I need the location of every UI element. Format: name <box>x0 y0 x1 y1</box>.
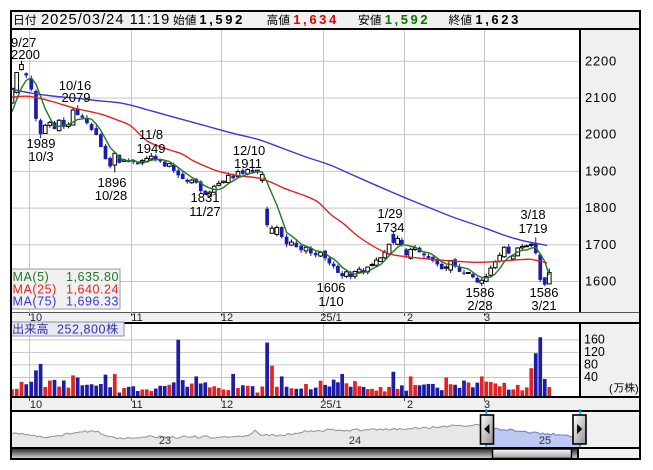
svg-text:1,635.80: 1,635.80 <box>66 270 119 284</box>
svg-text:12: 12 <box>221 312 233 324</box>
svg-text:23: 23 <box>159 435 171 447</box>
svg-text:2200: 2200 <box>585 53 617 68</box>
svg-text:2000: 2000 <box>585 127 617 142</box>
svg-text:1,634: 1,634 <box>293 12 339 27</box>
svg-text:1586: 1586 <box>466 285 495 300</box>
svg-text:3: 3 <box>484 399 490 411</box>
svg-text:1,640.24: 1,640.24 <box>66 283 119 297</box>
svg-text:2079: 2079 <box>62 90 91 105</box>
svg-text:1896: 1896 <box>98 175 127 190</box>
svg-text:1/29: 1/29 <box>377 206 402 221</box>
svg-text:25: 25 <box>539 435 551 447</box>
svg-text:1949: 1949 <box>137 141 166 156</box>
svg-text:1606: 1606 <box>317 280 346 295</box>
svg-text:1719: 1719 <box>519 221 548 236</box>
svg-text:): ) <box>635 383 639 395</box>
svg-text:1911: 1911 <box>234 156 262 171</box>
svg-text:1831: 1831 <box>191 190 220 205</box>
svg-text:3: 3 <box>484 312 490 324</box>
svg-text:2200: 2200 <box>11 47 40 62</box>
svg-text:1800: 1800 <box>585 200 617 215</box>
svg-text:12/10: 12/10 <box>233 143 266 158</box>
svg-text:(: ( <box>609 383 613 395</box>
svg-text:1/10: 1/10 <box>318 294 343 309</box>
svg-text:MA(25): MA(25) <box>13 283 57 297</box>
svg-text:1989: 1989 <box>27 136 56 151</box>
svg-text:10: 10 <box>30 312 42 324</box>
svg-text:1700: 1700 <box>585 237 617 252</box>
svg-text:252,800: 252,800 <box>57 322 106 336</box>
svg-text:2025/03/24 11:19: 2025/03/24 11:19 <box>41 12 170 28</box>
svg-text:10/28: 10/28 <box>95 188 128 203</box>
svg-text:25/1: 25/1 <box>320 399 341 411</box>
svg-text:2: 2 <box>407 312 413 324</box>
svg-text:11: 11 <box>131 312 142 324</box>
svg-text:12: 12 <box>221 399 233 411</box>
svg-text:10: 10 <box>30 399 42 411</box>
svg-text:3/18: 3/18 <box>520 207 545 222</box>
svg-text:11/8: 11/8 <box>139 127 163 142</box>
svg-text:9/27: 9/27 <box>11 35 36 50</box>
svg-text:24: 24 <box>349 435 361 447</box>
svg-text:1,623: 1,623 <box>475 12 521 27</box>
svg-text:40: 40 <box>584 370 598 384</box>
svg-text:2/28: 2/28 <box>467 298 492 313</box>
svg-text:11/27: 11/27 <box>189 204 221 219</box>
svg-text:MA(5): MA(5) <box>13 270 50 284</box>
svg-text:10/16: 10/16 <box>59 78 92 93</box>
svg-text:1586: 1586 <box>530 285 559 300</box>
svg-text:1,696.33: 1,696.33 <box>66 295 119 309</box>
svg-text:MA(75): MA(75) <box>13 295 57 309</box>
svg-text:120: 120 <box>584 345 605 359</box>
svg-text:1600: 1600 <box>585 274 617 289</box>
svg-text:1900: 1900 <box>585 163 617 178</box>
svg-text:3/21: 3/21 <box>531 298 556 313</box>
svg-text:25/1: 25/1 <box>320 312 341 324</box>
svg-text:2100: 2100 <box>585 90 617 105</box>
svg-text:1734: 1734 <box>376 220 405 235</box>
svg-text:1,592: 1,592 <box>385 12 431 27</box>
svg-text:10/3: 10/3 <box>28 149 53 164</box>
svg-text:11: 11 <box>131 399 142 411</box>
svg-text:160: 160 <box>584 333 605 347</box>
svg-text:80: 80 <box>584 358 598 372</box>
svg-text:1,592: 1,592 <box>199 12 245 27</box>
svg-text:2: 2 <box>407 399 413 411</box>
